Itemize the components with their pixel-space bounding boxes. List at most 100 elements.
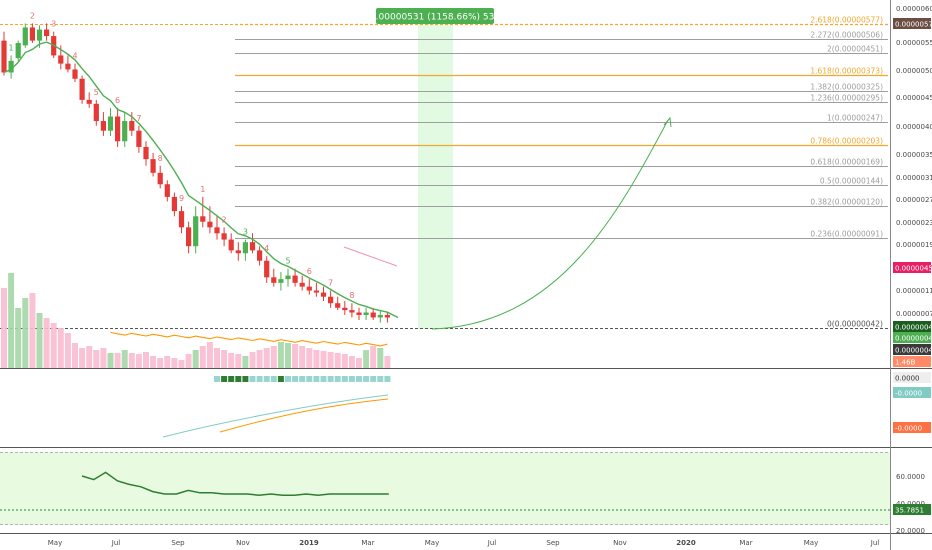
td-count-label: 3 bbox=[243, 228, 248, 237]
volume-bar bbox=[164, 356, 171, 368]
oscillator-bar bbox=[214, 376, 220, 382]
candle-body bbox=[342, 307, 348, 311]
volume-bar bbox=[356, 358, 362, 368]
volume-bar bbox=[150, 356, 157, 368]
candle-body bbox=[22, 27, 28, 46]
candle-body bbox=[65, 63, 71, 70]
td-count-label: 8 bbox=[158, 154, 163, 163]
rsi-line bbox=[81, 471, 389, 496]
oscillator-bar bbox=[235, 376, 242, 382]
td-count-label: 1 bbox=[200, 185, 205, 194]
oscillator-pane[interactable]: -0.00000.0000-0.0000-0.0000 bbox=[162, 372, 931, 438]
candle-body bbox=[150, 159, 156, 173]
td-count-label: 9 bbox=[179, 194, 184, 203]
price-badge-label: 0.00000046 bbox=[895, 335, 932, 343]
candle-body bbox=[72, 69, 78, 79]
volume-bar bbox=[1, 288, 7, 368]
volume-bar bbox=[277, 342, 284, 368]
fib-level-label: 0(0.00000042) bbox=[827, 320, 883, 329]
volume-bar bbox=[36, 313, 43, 368]
oscillator-bar bbox=[277, 376, 284, 382]
time-tick-label: 2020 bbox=[676, 539, 696, 547]
volume-bar bbox=[334, 353, 341, 368]
volume-bar bbox=[135, 354, 142, 368]
volume-bar bbox=[185, 354, 192, 368]
volume-bar bbox=[384, 356, 391, 368]
volume-bar bbox=[8, 273, 15, 368]
oscillator-bar bbox=[370, 376, 377, 382]
candle-body bbox=[278, 279, 284, 283]
candle-body bbox=[349, 310, 355, 313]
candle-body bbox=[335, 303, 341, 308]
time-axis[interactable]: May Jul Sep Nov 2019 Mar May Jul Sep Nov 2020 Mar Ma… bbox=[48, 539, 880, 547]
volume-bar bbox=[143, 352, 149, 368]
price-badge-label: 0.00000047 bbox=[895, 324, 932, 332]
rsi-badge-label: 35.7851 bbox=[895, 507, 924, 515]
volume-bar bbox=[192, 350, 199, 368]
time-tick-label: Sep bbox=[171, 539, 185, 547]
candle-body bbox=[235, 250, 241, 254]
volume-bar bbox=[221, 350, 228, 368]
oscillator-bar bbox=[384, 376, 391, 382]
time-tick-label: Mar bbox=[739, 539, 752, 547]
volume-bar bbox=[121, 350, 128, 368]
oscillator-bar bbox=[341, 376, 348, 382]
oscillator-bar bbox=[320, 376, 327, 382]
candle-body bbox=[100, 121, 106, 131]
candle-body bbox=[186, 227, 192, 247]
volume-bar bbox=[313, 350, 320, 368]
candle-body bbox=[313, 290, 319, 293]
candle-body bbox=[79, 78, 85, 100]
candle-body bbox=[178, 211, 185, 228]
oscillator-bar bbox=[242, 376, 249, 382]
fib-level-label: 0.618(0.00000169) bbox=[810, 158, 883, 167]
projection-arrowhead bbox=[663, 116, 672, 128]
time-tick-label: May bbox=[425, 539, 439, 547]
candle-body bbox=[228, 239, 234, 251]
volume-bar bbox=[249, 352, 256, 368]
oscillator-bar bbox=[270, 376, 277, 382]
price-badge-label: 0.00000042 bbox=[895, 347, 932, 355]
candle-body bbox=[36, 29, 43, 41]
fib-level-label: 1.618(0.00000373) bbox=[810, 67, 883, 76]
osc-badge bbox=[893, 422, 931, 433]
volume-bar bbox=[263, 348, 270, 368]
volume-bar bbox=[72, 343, 78, 368]
candle-body bbox=[107, 116, 114, 131]
candle-body bbox=[249, 242, 256, 251]
candle-body bbox=[157, 172, 163, 185]
candle-body bbox=[93, 103, 99, 122]
candle-body bbox=[171, 196, 177, 212]
rsi-pane[interactable]: 60.000040.000020.000035.7851 bbox=[0, 452, 931, 535]
td-count-label: 8 bbox=[349, 291, 354, 300]
volume-bar bbox=[22, 298, 29, 368]
oscillator-bar bbox=[292, 376, 299, 382]
volume-bar bbox=[327, 352, 334, 368]
osc-badge-label: 0.0000 bbox=[895, 375, 920, 383]
fib-level-label: 2(0.00000451) bbox=[827, 45, 883, 54]
td-count-label: 2 bbox=[30, 11, 35, 20]
rsi-tick-label: 60.0000 bbox=[896, 473, 925, 481]
candle-body bbox=[122, 121, 128, 142]
oscillator-bar bbox=[327, 376, 334, 382]
fib-level-label: 1.382(0.00000325) bbox=[810, 83, 883, 92]
candle-body bbox=[8, 60, 14, 73]
oscillator-bar bbox=[263, 376, 270, 382]
oscillator-bar bbox=[356, 376, 362, 382]
candle-body bbox=[363, 312, 369, 315]
projection-curve bbox=[431, 119, 669, 330]
oscillator-bar bbox=[228, 376, 235, 382]
candle-body bbox=[370, 312, 376, 318]
time-tick-label: Sep bbox=[546, 539, 560, 547]
candle-body bbox=[214, 227, 220, 234]
volume-bar bbox=[370, 346, 377, 368]
candle-body bbox=[285, 275, 291, 280]
candle-body bbox=[29, 27, 35, 41]
volume-bar bbox=[199, 346, 206, 368]
